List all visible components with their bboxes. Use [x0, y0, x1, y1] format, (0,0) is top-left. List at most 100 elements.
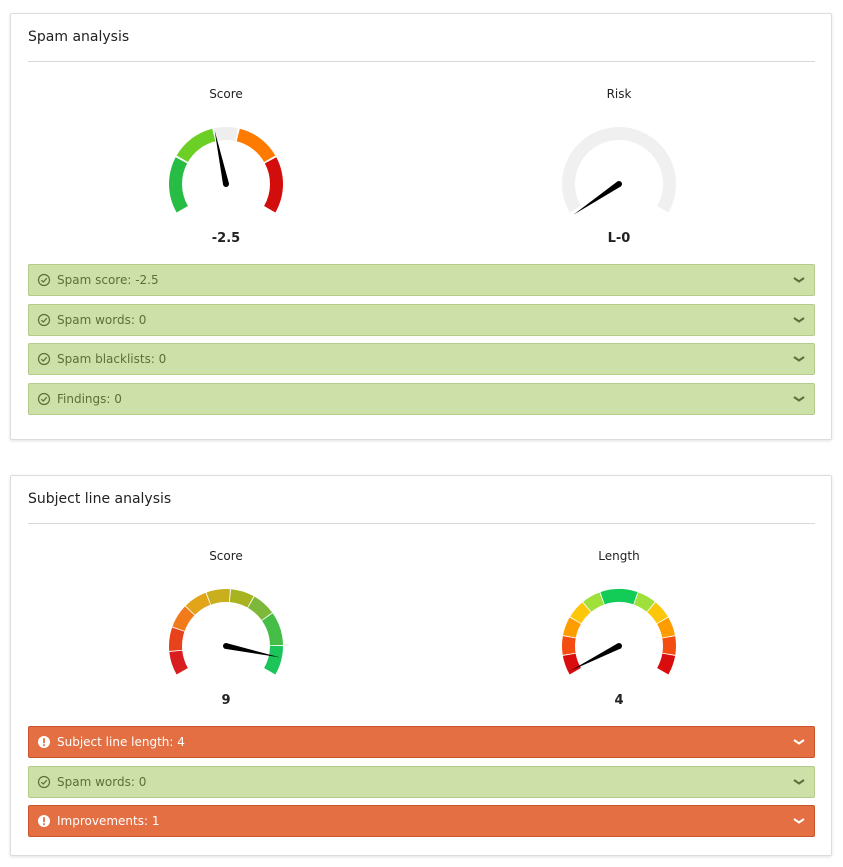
icon-dot: [43, 744, 45, 747]
gauge-segment: [236, 128, 276, 162]
gauges: Score 9 Length 4: [169, 549, 676, 708]
chevron-path: [793, 395, 805, 402]
gauge-segment: [657, 653, 676, 675]
alert-icon: [38, 736, 50, 748]
gauge-value: L-0: [608, 231, 631, 246]
row-text: Spam words: 0: [57, 774, 147, 789]
accordion-row[interactable]: Subject line length: 4: [28, 726, 815, 758]
gauge-segment: [214, 127, 238, 141]
gauge-hub: [616, 643, 622, 649]
alert-icon: [38, 815, 50, 827]
divider: [28, 61, 815, 62]
gauge-needle: [569, 643, 621, 671]
chevron: [793, 739, 805, 745]
accordion-row[interactable]: Spam score: -2.5: [28, 264, 815, 296]
gauge-label: Score: [209, 549, 243, 563]
gauge-segment: [185, 592, 211, 615]
chevron-path: [793, 818, 805, 824]
gauge-segment: [264, 157, 283, 213]
panel-title: Spam analysis: [28, 29, 130, 45]
chevron: [793, 818, 805, 824]
subject-panel: Subject line analysis Score 9 Length 4 Subje…: [10, 475, 832, 856]
gauge-segment: [561, 127, 676, 213]
spam-panel: Spam analysis Score -2.5 Risk L-0 Spam score…: [10, 13, 832, 440]
chevron: [793, 277, 805, 283]
gauge-segment: [562, 653, 581, 675]
icon-circle: [37, 273, 51, 287]
row-text: Findings: 0: [57, 391, 122, 406]
gauge-segment: [169, 157, 188, 213]
accordion-row[interactable]: Spam words: 0: [28, 765, 815, 798]
chevron: [793, 316, 805, 323]
gauge-segment: [634, 592, 655, 612]
icon-circle: [37, 392, 51, 405]
chevron-path: [793, 778, 805, 785]
gauge-segment: [583, 592, 604, 612]
gauges: Score -2.5 Risk L-0: [169, 87, 676, 246]
gauge-label: Score: [209, 87, 243, 101]
panel-title: Subject line analysis: [28, 491, 172, 507]
gauge-value: -2.5: [212, 231, 240, 246]
check-icon: [37, 352, 51, 366]
accordion-row[interactable]: Improvements: 1: [28, 805, 815, 837]
gauge-segment: [206, 589, 230, 605]
gauge-segment: [600, 589, 638, 605]
check-icon: [37, 273, 51, 287]
row-text: Improvements: 1: [57, 814, 160, 828]
gauge-hub: [223, 643, 229, 649]
icon-circle: [37, 352, 51, 366]
gauge-segment: [169, 650, 188, 675]
gauge-segment: [563, 617, 581, 638]
gauge-segment: [662, 636, 676, 655]
gauge-segment: [657, 617, 675, 638]
gauge-segment: [169, 627, 185, 651]
accordion-row[interactable]: Spam words: 0: [28, 303, 815, 336]
icon-circle: [37, 313, 51, 326]
gauge-segment: [562, 636, 576, 655]
accordion-row[interactable]: Spam blacklists: 0: [28, 343, 815, 375]
icon-check: [40, 779, 48, 785]
icon-check: [40, 277, 48, 283]
accordion-row[interactable]: Findings: 0: [28, 382, 815, 415]
row-text: Spam words: 0: [57, 312, 147, 327]
divider: [28, 523, 815, 524]
row-text: Subject line length: 4: [57, 735, 185, 749]
icon-bar: [43, 738, 45, 744]
gauge-segment: [264, 646, 283, 675]
icon-check: [40, 317, 48, 323]
gauge-hub: [616, 181, 622, 187]
chevron: [793, 395, 805, 402]
chevron-path: [793, 316, 805, 323]
gauge-segment: [647, 602, 668, 624]
gauge-value: 4: [614, 693, 623, 708]
gauge-segment: [176, 128, 216, 162]
gauge-segment: [570, 602, 591, 624]
gauge-label: Length: [598, 549, 639, 563]
gauge-value: 9: [221, 693, 230, 708]
check-icon: [37, 392, 51, 405]
icon-check: [40, 396, 48, 402]
icon-bar: [43, 817, 45, 823]
icon-check: [40, 356, 48, 362]
row-text: Spam blacklists: 0: [57, 352, 167, 366]
icon-circle: [37, 775, 51, 788]
icon-dot: [43, 823, 45, 826]
gauge-segment: [262, 613, 283, 646]
gauge-label: Risk: [607, 87, 632, 101]
check-icon: [37, 313, 51, 326]
gauge-needle: [225, 643, 280, 658]
gauge-segment: [229, 589, 254, 608]
gauge-needle: [214, 130, 229, 185]
chevron: [793, 778, 805, 785]
chevron-path: [793, 277, 805, 283]
row-text: Spam score: -2.5: [57, 273, 159, 287]
check-icon: [37, 775, 51, 788]
gauge-needle: [573, 181, 621, 215]
chevron: [793, 356, 805, 362]
chevron-path: [793, 356, 805, 362]
gauge-segment: [172, 606, 195, 631]
chevron-path: [793, 739, 805, 745]
gauge-hub: [223, 181, 229, 187]
gauge-segment: [248, 596, 273, 621]
